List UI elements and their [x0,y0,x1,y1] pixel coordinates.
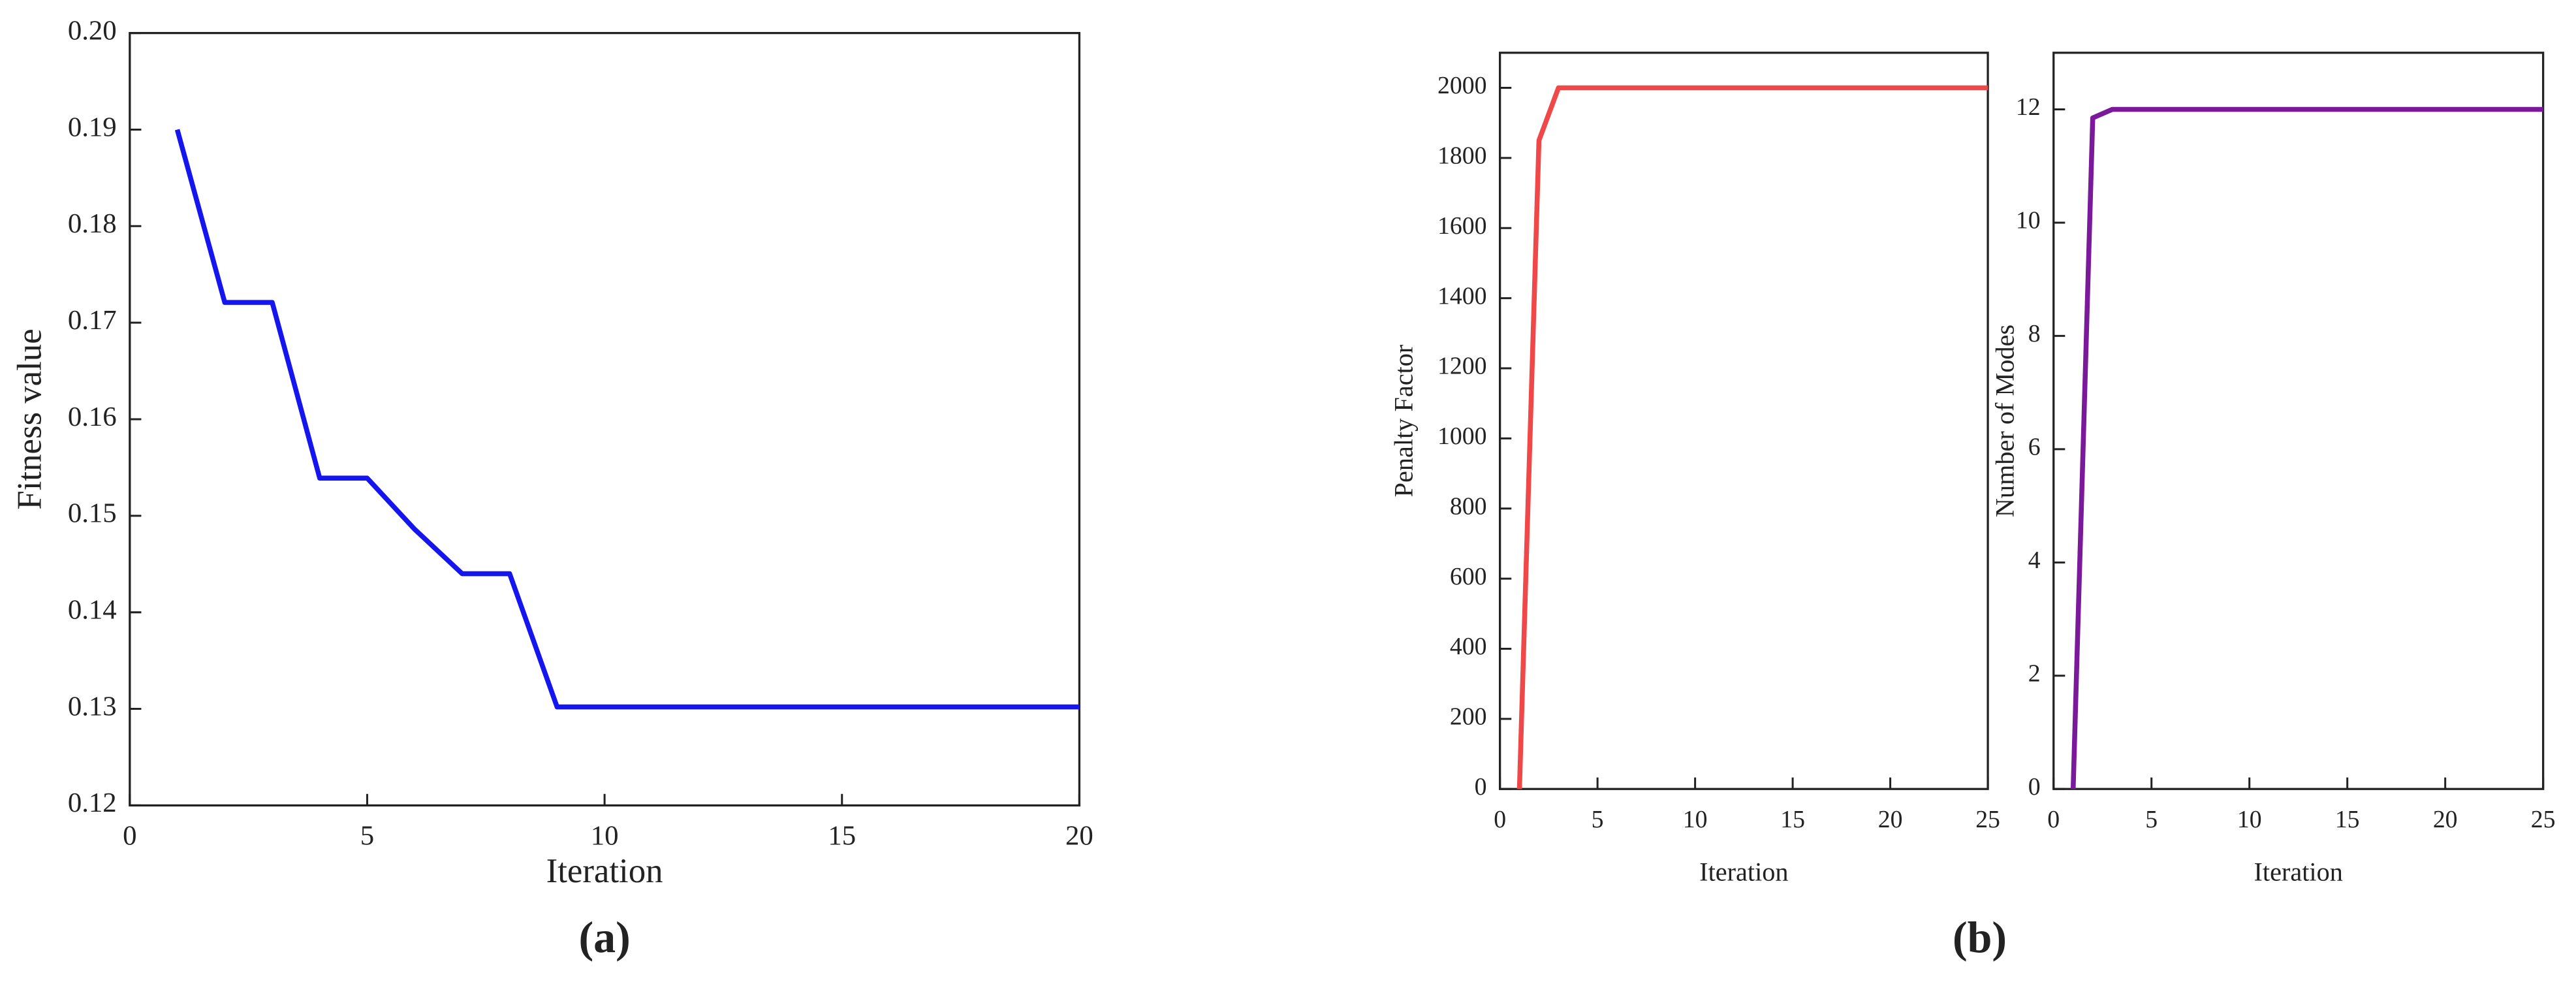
x-tick-label: 20 [1065,821,1093,852]
data-line [1516,85,1988,789]
y-tick-label: 0.15 [68,498,117,529]
y-tick-label: 2 [2028,660,2041,687]
caption: (a) [578,912,630,962]
x-tick-label: 20 [2433,806,2458,833]
y-tick-label: 6 [2028,434,2041,461]
x-tick-label: 25 [1975,806,2000,833]
y-axis-label: Number of Modes [1990,325,2019,517]
y-axis-label: Penalty Factor [1389,344,1418,497]
y-tick-label: 1800 [1437,142,1486,170]
y-tick-label: 10 [2016,207,2041,234]
x-tick-label: 5 [360,821,374,852]
x-tick-label: 10 [591,821,619,852]
y-tick-label: 0.16 [68,402,117,432]
data-line [174,129,1080,710]
y-tick-label: 200 [1450,703,1487,731]
y-tick-label: 0.18 [68,208,117,239]
x-axis-label: Iteration [546,852,663,890]
y-tick-label: 1200 [1437,353,1486,380]
x-tick-label: 5 [2145,806,2158,833]
y-tick-label: 800 [1450,492,1487,520]
data-line [2070,106,2543,789]
x-tick-label: 15 [2335,806,2360,833]
caption: (b) [1953,912,2007,962]
plot-frame [2052,52,2545,790]
y-tick-label: 0 [1475,773,1487,801]
x-tick-label: 10 [2237,806,2262,833]
y-tick-label: 0.20 [68,15,117,46]
y-tick-label: 12 [2016,93,2041,121]
y-axis-label: Fitness value [10,328,48,509]
x-tick-label: 15 [1780,806,1805,833]
x-axis-label: Iteration [2254,857,2343,886]
y-tick-label: 600 [1450,563,1487,590]
y-tick-label: 0.14 [68,595,117,626]
y-tick-label: 0.12 [68,788,117,818]
x-tick-label: 0 [123,821,136,852]
y-tick-label: 8 [2028,320,2041,347]
y-tick-label: 0.17 [68,305,117,336]
x-tick-label: 20 [1878,806,1903,833]
y-tick-label: 0 [2028,773,2041,801]
plot-frame [129,31,1081,807]
y-tick-label: 0.19 [68,112,117,142]
x-tick-label: 15 [828,821,856,852]
x-axis-label: Iteration [1699,857,1788,886]
y-tick-label: 1000 [1437,422,1486,450]
x-tick-label: 10 [1683,806,1708,833]
x-tick-label: 0 [1494,806,1506,833]
y-tick-label: 1600 [1437,212,1486,240]
y-tick-label: 4 [2028,547,2041,574]
y-tick-label: 0.13 [68,691,117,722]
y-tick-label: 2000 [1437,72,1486,99]
plot-frame [1499,52,1989,790]
x-tick-label: 25 [2531,806,2556,833]
x-tick-label: 0 [2047,806,2060,833]
y-tick-label: 400 [1450,633,1487,660]
x-tick-label: 5 [1592,806,1604,833]
y-tick-label: 1400 [1437,282,1486,310]
